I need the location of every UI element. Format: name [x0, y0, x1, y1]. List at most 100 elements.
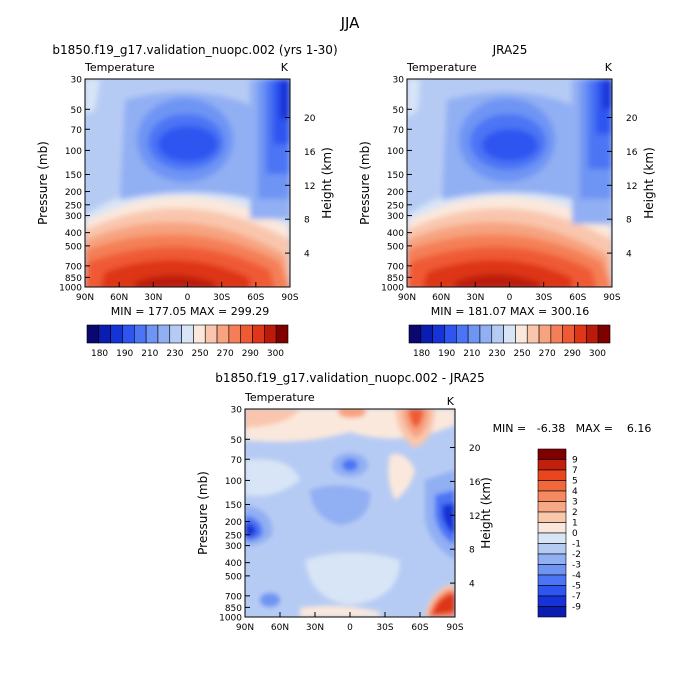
colorbar-swatch [537, 480, 567, 492]
colorbar-swatch [420, 324, 433, 344]
x-tick-label: 30S [376, 623, 393, 633]
colorbar-label: -1 [572, 540, 581, 550]
y-tick-label: 30 [71, 76, 83, 86]
colorbar-label: 290 [564, 349, 581, 359]
colorbar-label: -4 [572, 571, 581, 581]
y-tick-label: 300 [387, 212, 404, 222]
colorbar-label: 1 [572, 519, 578, 529]
panel-diff-ylabel: Pressure (mb) [196, 471, 210, 555]
y-tick-label: 100 [65, 147, 82, 157]
y-tick-label: 850 [387, 274, 404, 284]
y-tick-label: 150 [225, 501, 242, 511]
height-tick-label: 16 [626, 148, 638, 158]
panel-model-ylabel-right: Height (km) [320, 147, 334, 218]
x-tick-label: 0 [185, 293, 191, 303]
y-tick-label: 250 [225, 531, 242, 541]
colorbar-label: 2 [572, 508, 578, 518]
x-tick-label: 60S [411, 623, 428, 633]
colorbar-swatch [537, 511, 567, 523]
y-tick-label: 700 [387, 262, 404, 272]
colorbar-label: 190 [438, 349, 455, 359]
x-tick-label: 90N [236, 623, 254, 633]
x-tick-label: 90S [281, 293, 298, 303]
y-tick-label: 50 [393, 106, 405, 116]
colorbar-swatch [275, 324, 289, 344]
colorbar-swatch [537, 564, 567, 576]
colorbar-label: 250 [513, 349, 530, 359]
panel-obs-ylabel-right: Height (km) [642, 147, 656, 218]
figure-title: JJA [340, 14, 361, 32]
panel-model-axes: 305070100150200250300400500700850100090N… [59, 76, 316, 304]
y-tick-label: 700 [65, 262, 82, 272]
panel-model-units: K [281, 61, 289, 74]
x-tick-label: 60N [271, 623, 289, 633]
panel-obs-ylabel: Pressure (mb) [358, 141, 372, 225]
y-tick-label: 70 [231, 456, 243, 466]
colorbar-swatch [537, 522, 567, 534]
height-tick-label: 16 [469, 478, 481, 488]
panel-model-ylabel: Pressure (mb) [36, 141, 50, 225]
y-tick-label: 300 [225, 542, 242, 552]
colorbar-label: -7 [572, 592, 581, 602]
x-tick-label: 60S [569, 293, 586, 303]
colorbar-swatch [503, 324, 516, 344]
x-tick-label: 90N [398, 293, 416, 303]
y-tick-label: 30 [393, 76, 405, 86]
colorbar-swatch [537, 532, 567, 544]
y-tick-label: 400 [65, 229, 82, 239]
colorbar-swatch [537, 543, 567, 555]
panel-model-title: b1850.f19_g17.validation_nuopc.002 (yrs … [52, 43, 337, 57]
colorbar-swatch [228, 324, 242, 344]
colorbar-swatch [98, 324, 111, 344]
colorbar-swatch [537, 585, 567, 597]
colorbar-swatch [562, 324, 575, 344]
panel-obs-field [407, 79, 612, 287]
x-tick-label: 30S [213, 293, 230, 303]
colorbar-swatch [264, 324, 277, 344]
height-tick-label: 4 [626, 250, 632, 260]
colorbar-label: 9 [572, 456, 578, 466]
colorbar-swatch [145, 324, 159, 344]
colorbar-swatch [252, 324, 265, 344]
panel-obs-stats: MIN = 181.07 MAX = 300.16 [431, 305, 589, 318]
panel-model-variable: Temperature [84, 61, 155, 74]
colorbar-swatch [491, 324, 504, 344]
colorbar-swatch [550, 324, 564, 344]
colorbar-label: 190 [116, 349, 133, 359]
colorbar-swatch [526, 324, 540, 344]
x-tick-label: 30S [535, 293, 552, 303]
panel-obs: JRA25 Temperature K [358, 43, 656, 318]
colorbar-swatch [537, 595, 567, 607]
colorbar-label: 180 [413, 349, 430, 359]
panel-diff-title: b1850.f19_g17.validation_nuopc.002 - JRA… [215, 371, 485, 385]
y-tick-label: 500 [387, 242, 404, 252]
colorbar-swatch [110, 324, 123, 344]
colorbar-label: 4 [572, 487, 578, 497]
panel-model-stats: MIN = 177.05 MAX = 299.29 [111, 305, 269, 318]
colorbar-swatch [432, 324, 445, 344]
x-tick-label: 60N [432, 293, 450, 303]
height-tick-label: 4 [469, 580, 475, 590]
colorbar-swatch [537, 501, 567, 513]
height-tick-label: 12 [304, 182, 315, 192]
colorbar-swatch [455, 324, 469, 344]
panel-diff-axes: 305070100150200250300400500700850100090N… [219, 406, 481, 634]
panel-obs-title: JRA25 [492, 43, 528, 57]
colorbar-swatch [122, 324, 135, 344]
panel-diff-variable: Temperature [244, 391, 315, 404]
colorbar-label: -2 [572, 550, 581, 560]
colorbar-swatch [537, 459, 567, 471]
y-tick-label: 500 [225, 572, 242, 582]
colorbar-label: -3 [572, 561, 581, 571]
colorbar-label: 210 [463, 349, 480, 359]
panel-diff-field [245, 409, 455, 617]
x-tick-label: 90S [446, 623, 463, 633]
y-tick-label: 1000 [381, 284, 404, 294]
colorbar-label: 3 [572, 498, 578, 508]
colorbar-label: 270 [539, 349, 556, 359]
panel-model-field [85, 79, 290, 287]
colorbar-swatch [537, 448, 567, 460]
height-tick-label: 8 [626, 216, 632, 226]
colorbar-label: 300 [267, 349, 284, 359]
colorbar-swatch [537, 469, 567, 481]
